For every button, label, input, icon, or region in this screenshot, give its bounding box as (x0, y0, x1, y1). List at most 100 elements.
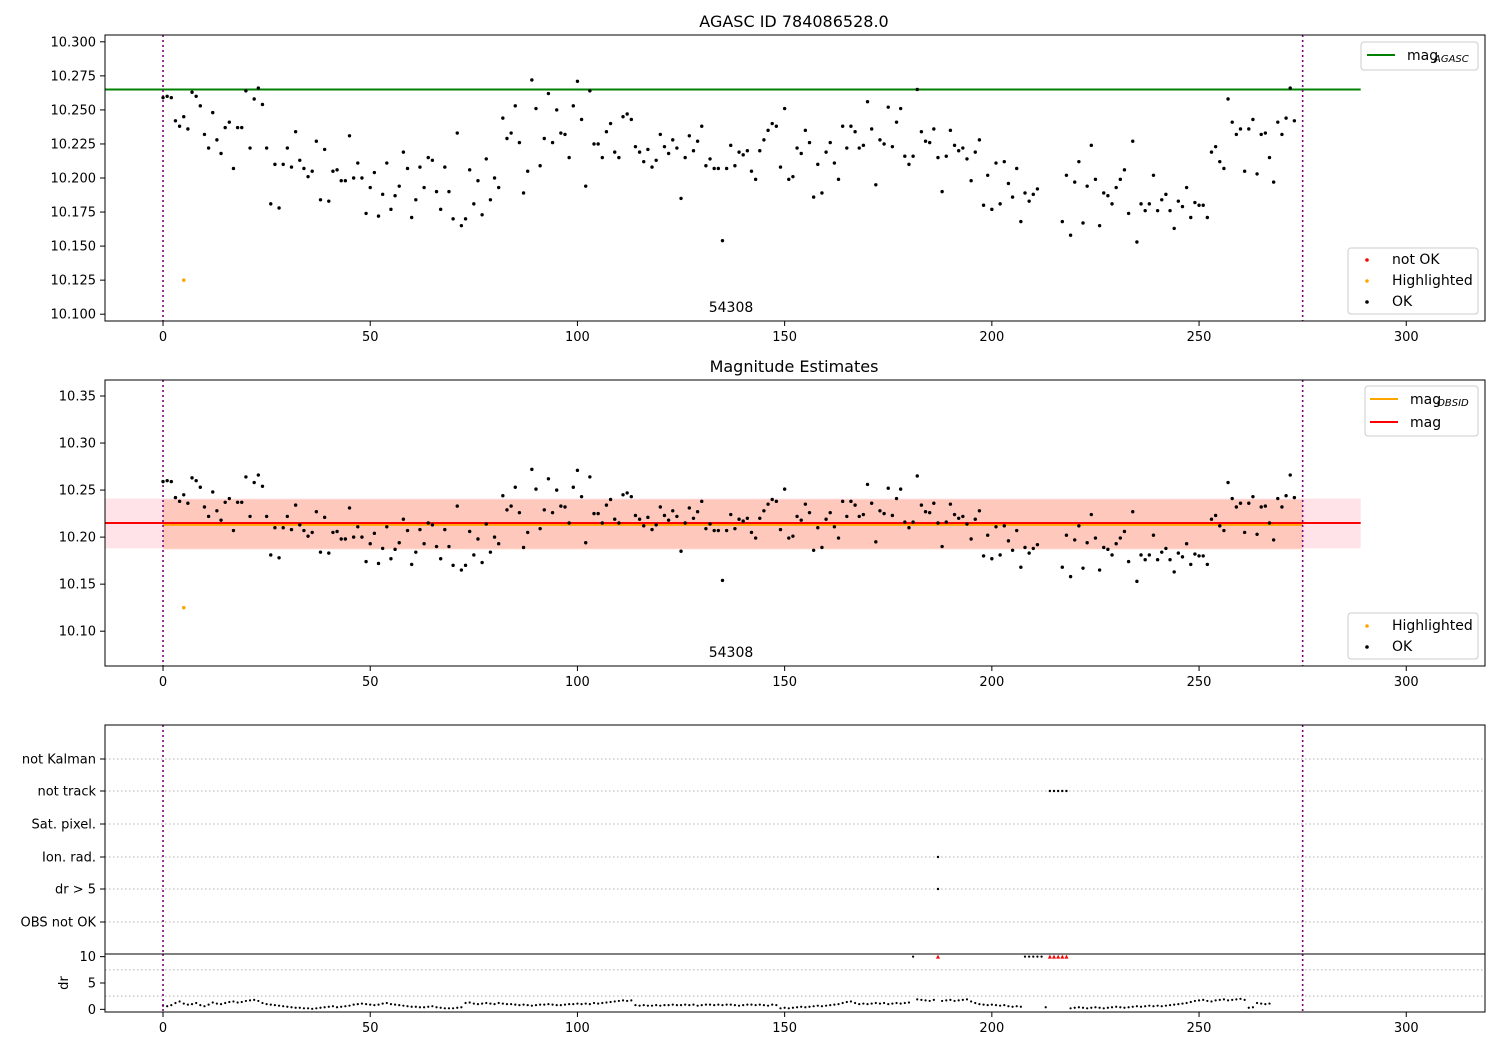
data-point (302, 528, 306, 533)
data-point (621, 493, 625, 497)
dr-point (406, 1005, 409, 1008)
data-point (774, 124, 779, 128)
data-point (1077, 159, 1081, 164)
data-point (803, 128, 808, 133)
data-point (314, 510, 319, 514)
dr-point (510, 1002, 513, 1006)
data-point (811, 195, 816, 199)
dr-point (1144, 1005, 1147, 1008)
data-point (923, 139, 928, 143)
data-point (1218, 524, 1222, 528)
data-point (869, 501, 874, 505)
dr-point (853, 1001, 857, 1005)
data-point (173, 495, 178, 500)
data-point (791, 534, 795, 538)
data-point (447, 189, 451, 194)
data-point (318, 550, 323, 554)
data-point (691, 516, 696, 520)
dr-point (265, 1002, 268, 1006)
panel-4-plot-area (105, 954, 1485, 1012)
data-point (1234, 505, 1239, 509)
data-point (182, 115, 186, 119)
data-point (1172, 226, 1176, 231)
data-point (1081, 566, 1085, 570)
data-point (787, 536, 791, 540)
data-point (820, 545, 824, 550)
data-point (264, 514, 269, 519)
dr-point (1086, 1007, 1089, 1010)
data-point (409, 562, 414, 567)
dr-point (626, 999, 629, 1003)
dr-point (750, 1003, 753, 1006)
dr-point (601, 1001, 604, 1005)
data-point (666, 518, 671, 522)
dr-point (261, 1001, 264, 1005)
data-point (385, 525, 389, 529)
dr-point (584, 1002, 587, 1005)
data-point (973, 150, 977, 154)
data-point (695, 510, 700, 514)
data-point (915, 87, 919, 92)
data-point (430, 523, 435, 527)
x-tick-label-0: 0 (159, 330, 167, 345)
data-point (646, 515, 650, 520)
data-point (492, 176, 497, 180)
data-point (248, 146, 252, 150)
data-point (293, 503, 298, 507)
data-point (749, 169, 754, 173)
legend-highlighted-marker (1365, 279, 1369, 283)
x-tick-label-100: 100 (565, 675, 590, 690)
data-point (322, 147, 327, 152)
data-point (310, 169, 314, 173)
data-point (1180, 555, 1185, 559)
dr-point (974, 1001, 977, 1005)
data-point (807, 510, 812, 515)
data-point (737, 517, 741, 521)
data-point (1064, 533, 1069, 537)
dr-point (613, 1000, 616, 1003)
data-point (1147, 553, 1152, 557)
flag-point (936, 855, 940, 859)
dr-point (398, 1004, 401, 1007)
dr-point (978, 1002, 981, 1006)
data-point (484, 522, 488, 526)
dr-point (422, 1006, 426, 1009)
data-point (1172, 570, 1176, 574)
data-point (720, 238, 725, 243)
dr-point (1268, 1002, 1271, 1005)
data-point (683, 155, 687, 160)
dr-point (178, 1000, 181, 1003)
data-point (944, 520, 948, 524)
dr-point (1193, 999, 1197, 1003)
data-point (1010, 195, 1015, 199)
panel-4-ylabel: dr (57, 976, 72, 990)
data-point (671, 138, 675, 142)
data-point (1168, 208, 1172, 213)
dr-point (899, 1002, 902, 1005)
panel-1-y-axis: 10.100 10.125 10.150 10.175 10.200 10.225 10.2… (51, 35, 105, 323)
data-point (447, 544, 451, 549)
data-point (729, 512, 733, 517)
data-point (977, 138, 982, 142)
dr-point (418, 1006, 422, 1009)
data-point (716, 166, 721, 171)
data-point (285, 514, 290, 519)
dr-point (766, 1004, 770, 1007)
dr-point (646, 1004, 649, 1007)
dr-point (725, 1003, 728, 1006)
data-point (260, 102, 265, 107)
dr-point (327, 1005, 330, 1008)
dr-point (1139, 1005, 1143, 1008)
data-point (190, 476, 194, 480)
dr-point (638, 1004, 641, 1007)
data-point (886, 105, 890, 109)
legend-ok-label: OK (1392, 294, 1413, 310)
dr-point (1214, 999, 1217, 1002)
data-point (1184, 541, 1189, 546)
dr-point (1156, 1004, 1159, 1007)
dr-point (1032, 955, 1035, 958)
data-point (198, 104, 203, 108)
dr-point (1226, 999, 1230, 1002)
data-point (633, 144, 638, 149)
dr-point (808, 1005, 811, 1008)
